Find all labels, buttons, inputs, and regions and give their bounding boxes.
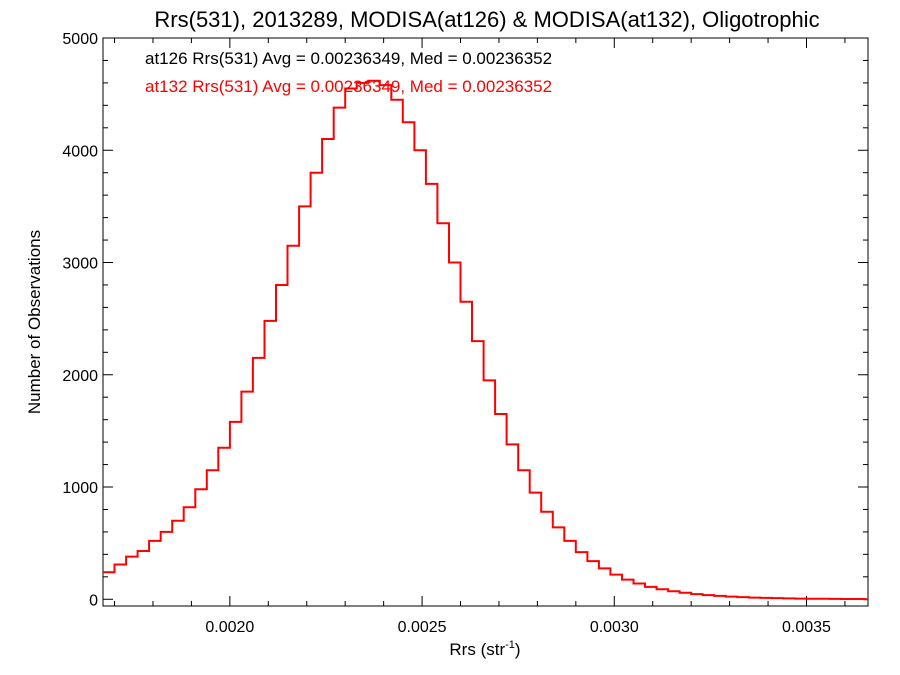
x-axis-label: Rrs (str-1): [449, 639, 520, 659]
x-axis-label-superscript: -1: [505, 639, 515, 651]
plot-frame: [102, 37, 869, 607]
y-tick-label: 4000: [62, 143, 98, 160]
x-axis-ticks: 0.0020 0.0025 0.0030 0.0035: [114, 38, 846, 636]
x-axis-label-main: Rrs (str: [449, 640, 505, 659]
x-axis-label-suffix: ): [515, 640, 521, 659]
annotation-at126-stats: at126 Rrs(531) Avg = 0.00236349, Med = 0…: [145, 49, 552, 68]
y-tick-label: 3000: [62, 256, 98, 273]
y-tick-label: 5000: [62, 31, 98, 48]
histogram-series-line: [103, 79, 868, 601]
x-tick-label: 0.0020: [205, 619, 254, 636]
x-tick-label: 0.0035: [782, 619, 831, 636]
x-tick-label: 0.0025: [398, 619, 447, 636]
annotation-at132-stats: at132 Rrs(531) Avg = 0.00236349, Med = 0…: [145, 77, 552, 96]
y-tick-label: 0: [89, 592, 98, 609]
x-tick-label: 0.0030: [590, 619, 639, 636]
y-tick-label: 1000: [62, 480, 98, 497]
y-axis-ticks: 0 1000 2000 3000 4000 5000: [62, 31, 868, 609]
y-axis-label: Number of Observations: [25, 230, 44, 414]
y-tick-label: 2000: [62, 368, 98, 385]
chart-title: Rrs(531), 2013289, MODISA(at126) & MODIS…: [154, 7, 819, 32]
